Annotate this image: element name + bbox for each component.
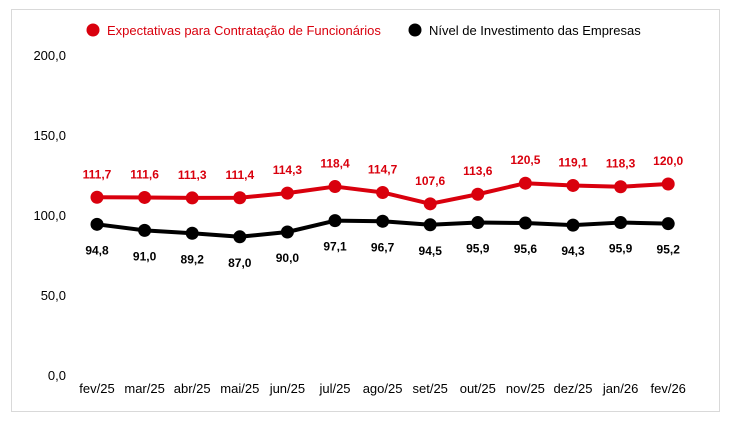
data-label: 114,7 [368,162,398,176]
data-point [518,176,532,190]
data-point [614,216,628,230]
data-label: 96,7 [371,240,395,254]
legend: Expectativas para Contratação de Funcion… [86,23,641,38]
legend-marker-2 [408,23,422,37]
data-label: 89,2 [181,252,205,266]
y-tick-label: 200,0 [33,48,66,63]
x-tick-label: out/25 [460,381,496,396]
legend-marker-1 [86,23,100,37]
x-tick-label: dez/25 [553,381,592,396]
x-tick-label: fev/26 [650,381,685,396]
x-tick-label: mar/25 [124,381,164,396]
data-point [280,186,294,200]
data-point [90,217,104,231]
data-label: 111,3 [178,168,207,182]
data-label: 90,0 [276,251,300,265]
data-label: 94,3 [561,244,585,258]
data-label: 113,6 [463,164,493,178]
x-tick-label: jan/26 [602,381,638,396]
data-point [138,223,152,237]
data-label: 95,9 [609,242,633,256]
data-label: 118,4 [320,157,350,171]
x-tick-label: fev/25 [79,381,114,396]
data-label: 107,6 [415,174,445,188]
data-point [614,180,628,194]
y-tick-label: 100,0 [33,208,66,223]
x-tick-label: ago/25 [363,381,403,396]
data-label: 119,1 [558,155,588,169]
data-point [233,191,247,205]
data-label: 114,3 [273,163,303,177]
data-point [328,214,342,228]
data-label: 118,3 [606,157,636,171]
data-label: 95,9 [466,242,490,256]
data-point [661,217,675,231]
x-tick-label: jun/25 [269,381,305,396]
data-label: 95,6 [514,242,538,256]
data-label: 87,0 [228,256,252,270]
data-label: 91,0 [133,249,157,263]
x-axis: fev/25 mar/25 abr/25 mai/25 jun/25 jul/25 ago/… [79,381,686,396]
y-tick-label: 150,0 [33,128,66,143]
data-label: 94,8 [85,243,109,257]
legend-label-2: Nível de Investimento das Empresas [429,23,641,38]
data-label: 120,0 [653,154,683,168]
x-tick-label: jul/25 [318,381,350,396]
data-point [518,216,532,230]
series-1: 111,7 111,6 111,3 111,4 114,3 118,4 114,7 107,6… [83,153,684,211]
data-point [376,214,390,228]
data-label: 95,2 [657,243,681,257]
data-label: 111,4 [225,168,254,182]
data-point [328,180,342,194]
x-tick-label: nov/25 [506,381,545,396]
data-label: 97,1 [323,240,347,254]
legend-label-1: Expectativas para Contratação de Funcion… [107,23,381,38]
data-point [138,190,152,204]
x-tick-label: set/25 [412,381,447,396]
data-label: 111,6 [130,167,159,181]
series-2: 94,8 91,0 89,2 87,0 90,0 97,1 96,7 94,5 95,9 95,6… [85,214,680,270]
data-label: 120,5 [510,153,540,167]
data-point [566,178,580,192]
data-point [233,230,247,244]
data-point [423,197,437,211]
data-label: 94,5 [419,244,443,258]
data-point [566,218,580,232]
data-point [90,190,104,204]
series-group: 111,7 111,6 111,3 111,4 114,3 118,4 114,7 107,6… [83,153,684,270]
x-tick-label: mai/25 [220,381,259,396]
chart-frame [11,9,720,412]
data-point [423,218,437,232]
data-point [661,177,675,191]
data-point [376,185,390,199]
data-point [185,226,199,240]
y-tick-label: 0,0 [48,368,66,383]
y-tick-label: 50,0 [41,288,66,303]
data-point [185,191,199,205]
data-label: 111,7 [83,167,112,181]
data-point [471,187,485,201]
data-point [280,225,294,239]
y-axis: 0,0 50,0 100,0 150,0 200,0 [33,48,66,383]
data-point [471,216,485,230]
x-tick-label: abr/25 [174,381,211,396]
